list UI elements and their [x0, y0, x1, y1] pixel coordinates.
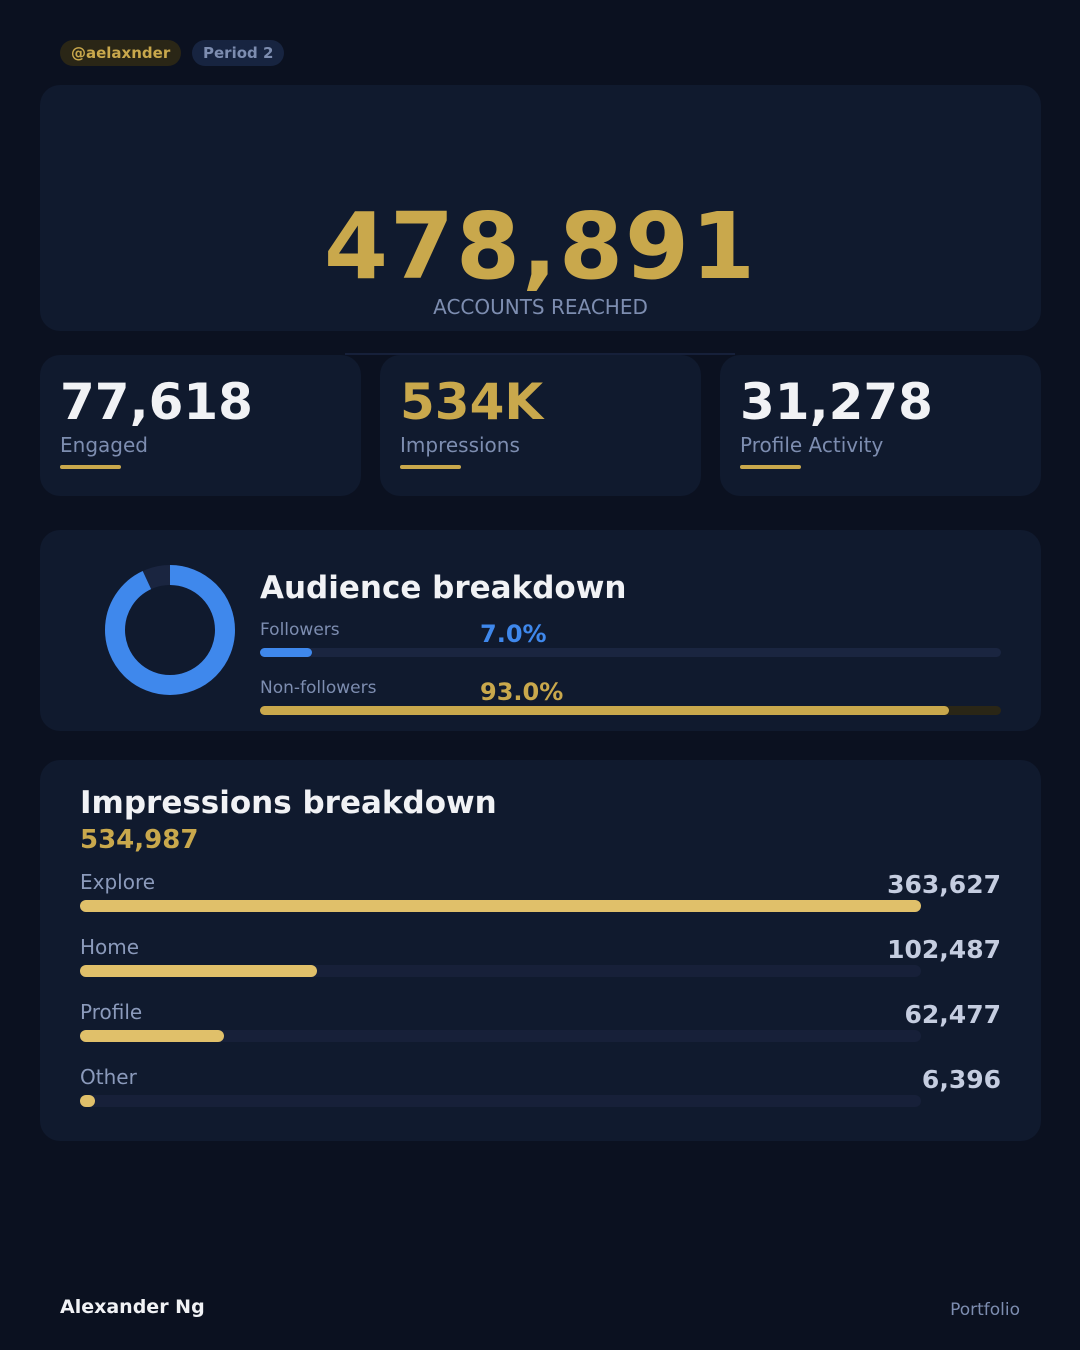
followers-percent: 7.0%	[480, 620, 547, 648]
footer-name: Alexander Ng	[60, 1296, 205, 1318]
impressions-total: 534,987	[80, 825, 199, 855]
stat-accent	[60, 465, 121, 469]
accounts-reached-value: 478,891	[323, 193, 758, 300]
stat-label: Impressions	[400, 433, 520, 457]
non-followers-label: Non-followers	[260, 678, 377, 698]
period-badge: Period 2	[192, 40, 285, 66]
non-followers-bar	[260, 706, 1001, 715]
impressions-row-bar-fill	[80, 965, 318, 977]
impressions-row-label: Other	[80, 1065, 137, 1089]
impressions-row-bar	[80, 965, 921, 977]
stat-value: 31,278	[740, 373, 933, 431]
impressions-title: Impressions breakdown	[80, 785, 497, 821]
followers-bar	[260, 648, 1001, 657]
impressions-row-label: Profile	[80, 1000, 143, 1024]
impressions-row-bar-fill	[80, 900, 921, 912]
impressions-row-bar	[80, 1095, 921, 1107]
portfolio-link[interactable]: Portfolio	[950, 1300, 1020, 1320]
impressions-row-bar-fill	[80, 1030, 225, 1042]
impressions-row-bar	[80, 900, 921, 912]
donut-arc-non-followers	[105, 565, 235, 695]
impressions-row-value: 62,477	[904, 1000, 1001, 1029]
audience-card: Audience breakdown Followers 7.0% Non-fo…	[40, 530, 1041, 731]
stat-value: 77,618	[60, 373, 253, 431]
non-followers-bar-fill	[260, 706, 950, 715]
stat-label: Profile Activity	[740, 433, 884, 457]
stat-accent	[400, 465, 461, 469]
stat-value: 534K	[400, 373, 544, 431]
handle-badge: @aelaxnder	[60, 40, 182, 66]
impressions-row-value: 6,396	[921, 1065, 1001, 1094]
hero-card: 478,891 ACCOUNTS REACHED	[40, 85, 1041, 355]
impressions-row-bar	[80, 1030, 921, 1042]
impressions-row-label: Explore	[80, 870, 156, 894]
impressions-card: Impressions breakdown 534,987 Explore 36…	[40, 760, 1041, 1141]
accounts-reached-label: ACCOUNTS REACHED	[433, 295, 648, 319]
stat-card-engaged: 77,618 Engaged	[40, 355, 361, 496]
non-followers-percent: 93.0%	[480, 678, 564, 706]
followers-label: Followers	[260, 620, 340, 640]
stat-accent	[740, 465, 801, 469]
followers-bar-fill	[260, 648, 312, 657]
impressions-row-bar-fill	[80, 1095, 95, 1107]
stat-card-impressions: 534K Impressions	[380, 355, 701, 496]
impressions-row-label: Home	[80, 935, 140, 959]
impressions-row-value: 363,627	[887, 870, 1001, 899]
stat-card-profile-activity: 31,278 Profile Activity	[720, 355, 1041, 496]
audience-title: Audience breakdown	[260, 570, 627, 606]
divider	[345, 353, 735, 355]
impressions-row-value: 102,487	[887, 935, 1001, 964]
audience-donut	[105, 565, 235, 695]
stat-label: Engaged	[60, 433, 148, 457]
